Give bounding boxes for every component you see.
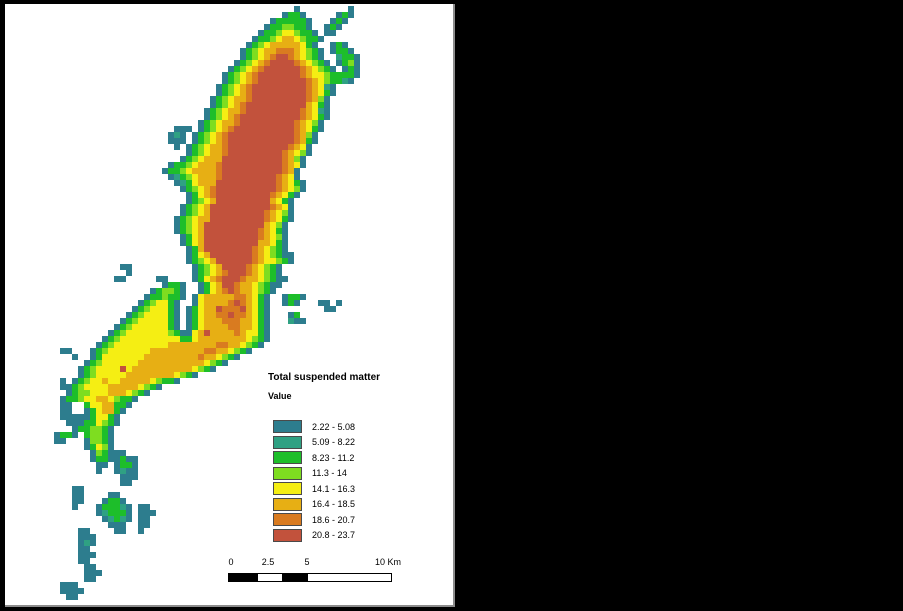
legend-row: 8.23 - 11.2 bbox=[273, 451, 428, 464]
legend-row: 18.6 - 20.7 bbox=[273, 513, 428, 526]
scalebar-end-label: 10 Km bbox=[375, 557, 402, 567]
legend-row: 5.09 - 8.22 bbox=[273, 435, 428, 449]
legend-class-label: 2.22 - 5.08 bbox=[312, 421, 356, 432]
scalebar-labels: 0 2.5 5 10 Km bbox=[228, 557, 404, 570]
legend-class-label: 14.1 - 16.3 bbox=[312, 483, 356, 494]
legend-class-label: 16.4 - 18.5 bbox=[312, 499, 356, 509]
scalebar-tick-2-5: 2.5 bbox=[261, 557, 275, 567]
legend-subtitle: Value bbox=[268, 391, 292, 401]
legend-class-label: 11.3 - 14 bbox=[312, 468, 347, 478]
scalebar-segment bbox=[257, 574, 284, 581]
legend-row: 14.1 - 16.3 bbox=[273, 482, 428, 495]
legend-class-label: 18.6 - 20.7 bbox=[312, 514, 356, 525]
legend-class-label: 5.09 - 8.22 bbox=[312, 437, 356, 447]
scalebar-bar bbox=[228, 573, 392, 582]
legend: Total suspended matter Value 2.22 - 5.08… bbox=[268, 372, 428, 544]
legend-class-label: 8.23 - 11.2 bbox=[312, 452, 355, 463]
legend-rows: 2.22 - 5.08 5.09 - 8.22 8.23 - 11.2 11.3… bbox=[273, 420, 428, 542]
legend-row: 20.8 - 23.7 bbox=[273, 528, 428, 542]
legend-swatch bbox=[273, 435, 302, 449]
legend-swatch bbox=[273, 497, 302, 511]
legend-row: 2.22 - 5.08 bbox=[273, 420, 428, 433]
scalebar-segment bbox=[308, 574, 391, 581]
legend-swatch bbox=[273, 513, 302, 526]
legend-swatch bbox=[273, 528, 302, 542]
scalebar-segment bbox=[283, 574, 309, 581]
legend-row: 16.4 - 18.5 bbox=[273, 497, 428, 511]
scalebar-segment bbox=[229, 574, 258, 581]
scalebar-tick-0: 0 bbox=[228, 557, 234, 567]
legend-class-label: 20.8 - 23.7 bbox=[312, 530, 356, 540]
legend-swatch bbox=[273, 420, 302, 433]
legend-row: 11.3 - 14 bbox=[273, 466, 428, 480]
legend-swatch bbox=[273, 482, 302, 495]
tsm-raster-map bbox=[0, 0, 455, 611]
legend-swatch bbox=[273, 466, 302, 480]
legend-swatch bbox=[273, 451, 302, 464]
scalebar: 0 2.5 5 10 Km bbox=[228, 557, 404, 585]
scalebar-tick-5: 5 bbox=[304, 557, 310, 567]
legend-title: Total suspended matter bbox=[268, 372, 381, 383]
